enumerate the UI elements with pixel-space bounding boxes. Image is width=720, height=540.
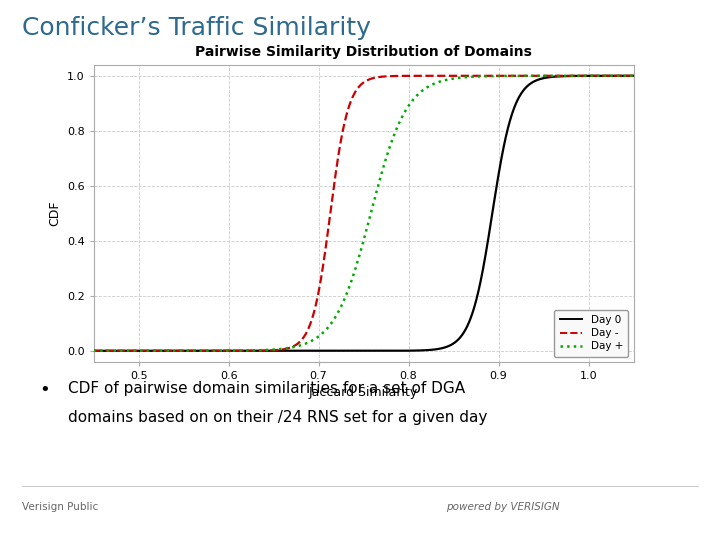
Day - — [629, 72, 638, 79]
Day 0 — [89, 348, 98, 354]
Day + — [297, 342, 305, 348]
Text: •: • — [40, 381, 50, 399]
Y-axis label: CDF: CDF — [48, 200, 61, 226]
Day 0 — [560, 73, 569, 79]
Legend: Day 0, Day -, Day +: Day 0, Day -, Day + — [554, 310, 629, 356]
Day 0 — [151, 348, 160, 354]
Line: Day -: Day - — [94, 76, 634, 351]
Text: powered by VERISIGN: powered by VERISIGN — [446, 502, 560, 512]
Text: domains based on on their /24 RNS set for a given day: domains based on on their /24 RNS set fo… — [68, 410, 487, 426]
Day + — [183, 348, 192, 354]
Day - — [89, 348, 98, 354]
Day 0 — [629, 72, 638, 79]
Day + — [629, 72, 638, 79]
Day + — [618, 72, 627, 79]
Title: Pairwise Similarity Distribution of Domains: Pairwise Similarity Distribution of Doma… — [195, 45, 532, 59]
Day - — [320, 256, 328, 262]
Day 0 — [320, 348, 328, 354]
Day 0 — [618, 72, 627, 79]
Day 0 — [183, 348, 192, 354]
Day + — [151, 348, 160, 354]
X-axis label: Jaccard Similarity: Jaccard Similarity — [309, 387, 418, 400]
Day + — [89, 348, 98, 354]
Day 0 — [297, 348, 305, 354]
Day - — [183, 348, 192, 354]
Text: Conficker’s Traffic Similarity: Conficker’s Traffic Similarity — [22, 16, 371, 40]
Text: Verisign Public: Verisign Public — [22, 502, 98, 512]
Text: CDF of pairwise domain similarities for a set of DGA: CDF of pairwise domain similarities for … — [68, 381, 466, 396]
Day + — [560, 72, 569, 79]
Line: Day +: Day + — [94, 76, 634, 351]
Day - — [560, 72, 569, 79]
FancyBboxPatch shape — [94, 65, 634, 362]
Line: Day 0: Day 0 — [94, 76, 634, 351]
Day - — [151, 348, 160, 354]
Day + — [320, 328, 328, 335]
Day - — [618, 72, 627, 79]
Day - — [297, 338, 305, 344]
